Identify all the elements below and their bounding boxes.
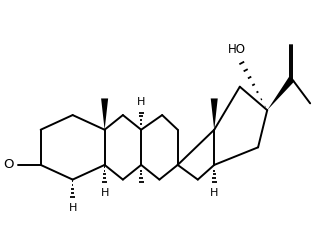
Text: H: H bbox=[137, 97, 145, 107]
Polygon shape bbox=[211, 98, 218, 130]
Text: H: H bbox=[68, 203, 77, 213]
Text: O: O bbox=[3, 158, 13, 171]
Text: HO: HO bbox=[228, 43, 246, 56]
Text: H: H bbox=[100, 188, 109, 198]
Text: H: H bbox=[210, 188, 218, 198]
Polygon shape bbox=[101, 98, 108, 130]
Polygon shape bbox=[267, 77, 295, 110]
